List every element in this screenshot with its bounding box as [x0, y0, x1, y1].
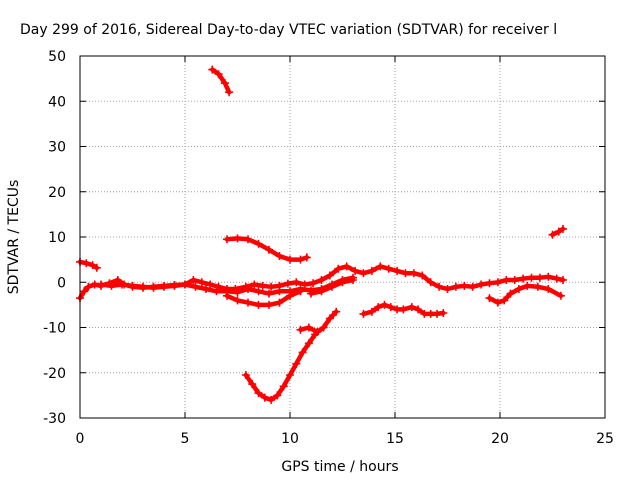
series-trace: [298, 309, 339, 335]
y-tick-label: 20: [48, 185, 66, 201]
x-axis-label: GPS time / hours: [281, 459, 398, 475]
series-7: [241, 330, 320, 404]
plus-markers: [223, 287, 305, 309]
y-tick-label: -10: [43, 321, 66, 337]
y-axis-label: SDTVAR / TECUs: [6, 180, 22, 295]
y-tick-label: -30: [43, 411, 66, 427]
y-tick-label: 30: [48, 140, 66, 156]
x-tick-label: 25: [596, 431, 614, 447]
series-9: [359, 300, 448, 318]
plus-markers: [223, 234, 311, 264]
series-12: [548, 224, 567, 239]
series-trace: [243, 332, 318, 403]
x-tick-label: 15: [386, 431, 404, 447]
series-trace: [210, 67, 232, 95]
plus-markers: [485, 281, 565, 307]
series-11: [485, 281, 565, 307]
y-tick-label: 50: [48, 49, 66, 65]
plus-markers: [208, 65, 234, 97]
y-tick-label: 0: [57, 275, 66, 291]
plus-markers: [241, 330, 320, 404]
series-5: [223, 234, 311, 264]
series-4: [208, 65, 234, 97]
plus-markers: [307, 276, 357, 298]
x-tick-label: 10: [281, 431, 299, 447]
data-series: [76, 65, 567, 404]
plus-markers: [296, 307, 341, 336]
y-tick-label: 40: [48, 94, 66, 110]
grid: [80, 56, 605, 418]
x-tick-label: 20: [491, 431, 509, 447]
series-8: [296, 307, 341, 336]
plus-markers: [548, 224, 567, 239]
x-tick-label: 0: [76, 431, 85, 447]
plus-markers: [359, 300, 448, 318]
axis-ticks: -30 -20 -10 0 10 20 30 40 50 0 5 10 15 20 25: [43, 49, 614, 447]
series-6: [223, 287, 305, 309]
y-tick-label: 10: [48, 230, 66, 246]
chart-title: Day 299 of 2016, Sidereal Day-to-day VTE…: [20, 22, 557, 38]
x-tick-label: 5: [181, 431, 190, 447]
series-10: [307, 276, 357, 298]
y-tick-label: -20: [43, 366, 66, 382]
